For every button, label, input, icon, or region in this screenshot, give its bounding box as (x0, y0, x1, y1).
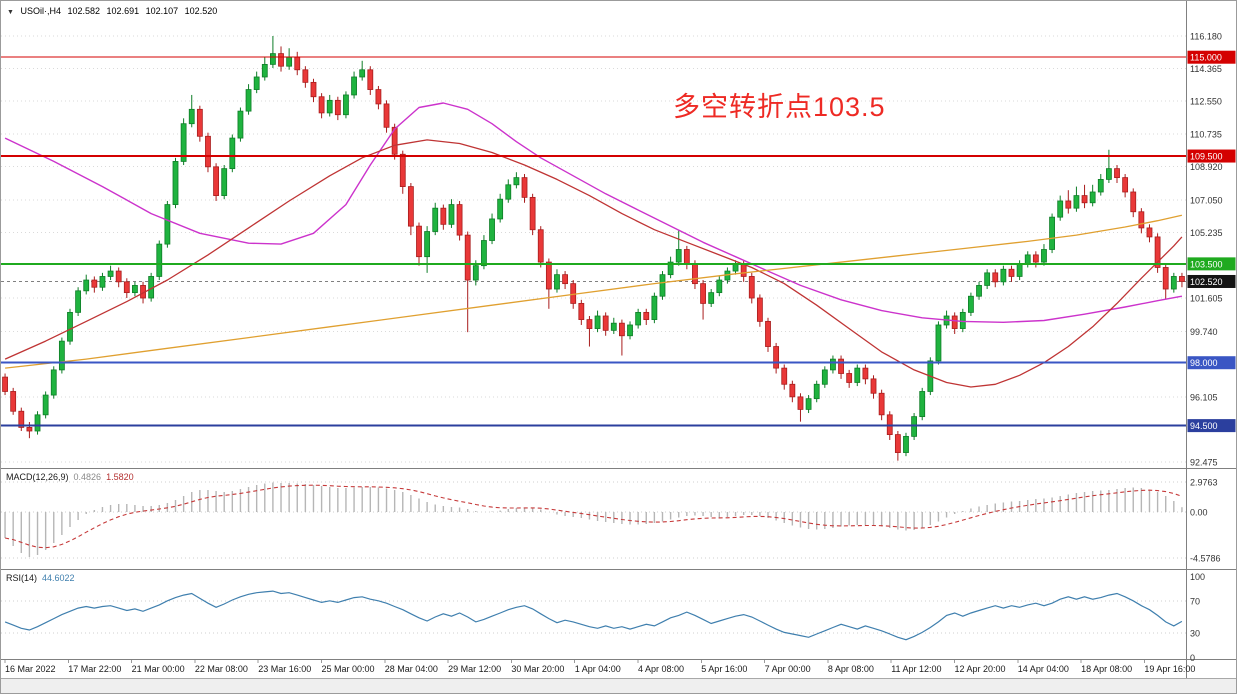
time-label: 14 Apr 04:00 (1017, 664, 1069, 674)
time-label: 18 Apr 08:00 (1081, 664, 1133, 674)
time-label: 19 Apr 16:00 (1144, 664, 1196, 674)
ma-orange (5, 214, 1183, 369)
time-label: 16 Mar 2022 (5, 664, 56, 674)
svg-text:100: 100 (1190, 572, 1205, 582)
rsi-value: 44.6022 (42, 573, 75, 583)
svg-text:107.050: 107.050 (1190, 196, 1223, 206)
ohlc-low: 102.107 (145, 6, 179, 16)
time-label: 11 Apr 12:00 (891, 664, 942, 674)
time-label: 8 Apr 08:00 (827, 664, 874, 674)
ohlc-high: 102.691 (106, 6, 140, 16)
svg-text:112.550: 112.550 (1190, 97, 1222, 107)
rsi-line (4, 590, 1183, 641)
time-label: 1 Apr 04:00 (574, 664, 621, 674)
svg-text:98.000: 98.000 (1190, 358, 1218, 368)
bottom-strip (1, 678, 1236, 693)
price-badge-102.520 (1187, 274, 1236, 288)
price-badge-103.500 (1187, 257, 1236, 271)
horizontal-level-lines (1, 56, 1186, 427)
ohlc-close: 102.520 (184, 6, 218, 16)
svg-text:0.00: 0.00 (1190, 508, 1208, 518)
svg-text:114.365: 114.365 (1190, 64, 1222, 74)
macd-value-signal: 1.5820 (106, 472, 134, 482)
macd-value-main: 0.4826 (73, 472, 102, 482)
time-label: 30 Mar 20:00 (511, 664, 565, 674)
time-label: 21 Mar 00:00 (131, 664, 185, 674)
svg-text:70: 70 (1190, 596, 1200, 606)
svg-text:99.740: 99.740 (1190, 327, 1218, 337)
rsi-panel (1, 590, 1186, 641)
panel-separators (1, 1, 1236, 678)
svg-text:0: 0 (1190, 653, 1195, 663)
time-label: 29 Mar 12:00 (448, 664, 502, 674)
symbol-timeframe: USOil·,H4 (20, 6, 61, 16)
svg-text:92.475: 92.475 (1190, 458, 1218, 468)
time-label: 4 Apr 08:00 (638, 664, 685, 674)
macd-indicator-label: MACD(12,26,9) 0.4826 1.5820 (6, 472, 134, 482)
time-axis[interactable]: 16 Mar 2022 17 Mar 22:00 21 Mar 00:00 22 Ma… (1, 660, 1195, 677)
rsi-label-text: RSI(14) (6, 573, 38, 583)
macd-panel (1, 481, 1186, 559)
svg-text:30: 30 (1190, 629, 1200, 639)
macd-signal-line (4, 484, 1183, 549)
title-bar: ▼ USOil·,H4 102.582 102.691 102.107 102.… (7, 6, 221, 16)
svg-text:116.180: 116.180 (1190, 32, 1222, 42)
ma-red (4, 139, 1183, 388)
time-label: 5 Apr 16:00 (701, 664, 748, 674)
time-label: 22 Mar 08:00 (194, 664, 248, 674)
price-badge-98.000 (1187, 356, 1236, 370)
time-label: 17 Mar 22:00 (68, 664, 122, 674)
svg-text:108.920: 108.920 (1190, 162, 1223, 172)
svg-text:101.605: 101.605 (1190, 293, 1223, 303)
one-click-trading-toggle-icon[interactable]: ▼ (7, 9, 14, 16)
time-label: 12 Apr 20:00 (954, 664, 1006, 674)
svg-text:96.105: 96.105 (1190, 392, 1218, 402)
svg-text:-4.5786: -4.5786 (1190, 553, 1221, 563)
time-label: 7 Apr 00:00 (764, 664, 811, 674)
svg-text:109.500: 109.500 (1190, 152, 1223, 162)
price-badge-115.000 (1187, 50, 1236, 64)
rsi-indicator-label: RSI(14) 44.6022 (6, 573, 75, 583)
svg-text:110.735: 110.735 (1190, 129, 1222, 139)
time-label: 23 Mar 16:00 (258, 664, 312, 674)
time-label: 25 Mar 00:00 (321, 664, 375, 674)
svg-text:94.500: 94.500 (1190, 421, 1218, 431)
ohlc-open: 102.582 (67, 6, 101, 16)
svg-text:102.520: 102.520 (1190, 277, 1223, 287)
svg-text:103.500: 103.500 (1190, 259, 1223, 269)
ma-magenta (4, 102, 1183, 323)
svg-text:2.9763: 2.9763 (1190, 478, 1218, 488)
main-gridlines (1, 35, 1186, 463)
time-label: 28 Mar 04:00 (384, 664, 438, 674)
svg-text:115.000: 115.000 (1190, 53, 1222, 63)
price-badge-94.500 (1187, 419, 1236, 433)
annotation-text: 多空转折点103.5 (673, 92, 886, 122)
candles-group (2, 36, 1185, 461)
macd-label-text: MACD(12,26,9) (6, 472, 69, 482)
price-badge-109.500 (1187, 149, 1236, 163)
svg-text:105.235: 105.235 (1190, 228, 1223, 238)
